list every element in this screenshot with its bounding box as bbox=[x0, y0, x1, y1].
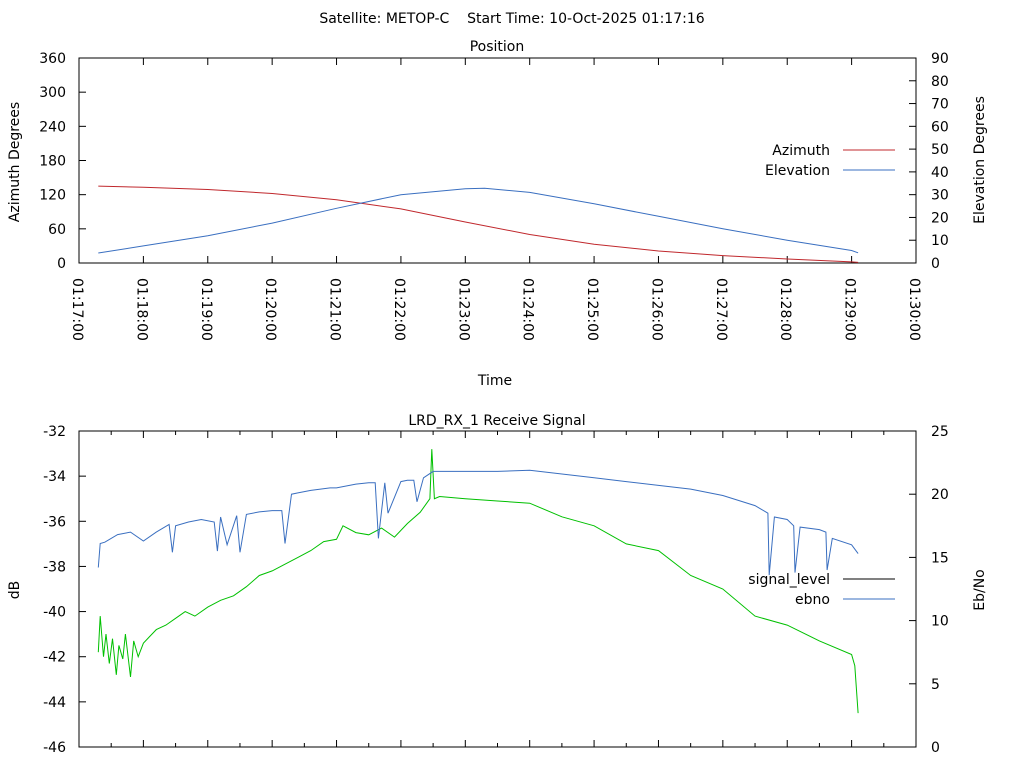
y2-tick-label: 40 bbox=[931, 165, 949, 181]
x-tick-label: 01:18:00 bbox=[133, 278, 149, 341]
plot-frame bbox=[78, 430, 917, 748]
x-tick-label: 01:19:00 bbox=[198, 278, 214, 341]
y2-tick-label: 60 bbox=[931, 119, 949, 135]
y2-tick-label: 20 bbox=[931, 487, 949, 503]
y-tick-label: 60 bbox=[48, 222, 66, 238]
y2-tick-label: 0 bbox=[931, 740, 940, 756]
y-tick-label: -40 bbox=[43, 605, 66, 621]
figure-title: Satellite: METOP-C Start Time: 10-Oct-20… bbox=[319, 11, 704, 27]
position-chart: Position Time Azimuth Degrees Elevation … bbox=[7, 39, 988, 389]
x-tick-label: 01:28:00 bbox=[777, 278, 793, 341]
signal-chart: LRD_RX_1 Receive Signal dB Eb/No -46 -44 -… bbox=[7, 413, 988, 756]
y2-tick-label: 10 bbox=[931, 614, 949, 630]
x-tick-label: 01:20:00 bbox=[262, 278, 278, 341]
y2-tick-label: 50 bbox=[931, 142, 949, 158]
position-y2-axis-label: Elevation Degrees bbox=[972, 96, 988, 224]
signal-y-axis-label: dB bbox=[7, 581, 23, 600]
legend-label: Azimuth bbox=[772, 143, 830, 159]
y-tick-label: -42 bbox=[43, 650, 66, 666]
series-line-elevation bbox=[98, 187, 859, 254]
y2-tick-label: 20 bbox=[931, 210, 949, 226]
y-tick-label: -36 bbox=[43, 514, 66, 530]
legend-label: signal_level bbox=[748, 572, 830, 588]
legend-label: ebno bbox=[795, 592, 830, 608]
y2-tick-label: 90 bbox=[931, 51, 949, 67]
legend-label: Elevation bbox=[765, 163, 830, 179]
x-tick-label: 01:23:00 bbox=[455, 278, 471, 341]
x-tick-label: 01:25:00 bbox=[584, 278, 600, 341]
series-line-azimuth bbox=[98, 185, 859, 263]
position-x-axis-label: Time bbox=[477, 373, 512, 389]
y-tick-label: 360 bbox=[39, 51, 66, 67]
signal-chart-title: LRD_RX_1 Receive Signal bbox=[408, 413, 585, 429]
y2-tick-label: 70 bbox=[931, 97, 949, 113]
y-tick-label: 0 bbox=[57, 256, 66, 272]
x-tick-label: 01:17:00 bbox=[69, 278, 85, 341]
x-tick-label: 01:21:00 bbox=[327, 278, 343, 341]
y2-tick-label: 30 bbox=[931, 188, 949, 204]
x-tick-label: 01:22:00 bbox=[391, 278, 407, 341]
y2-tick-label: 25 bbox=[931, 424, 949, 440]
position-chart-title: Position bbox=[470, 39, 525, 55]
x-tick-label: 01:26:00 bbox=[648, 278, 664, 341]
x-tick-label: 01:24:00 bbox=[520, 278, 536, 341]
y-tick-label: 240 bbox=[39, 119, 66, 135]
y2-tick-label: 15 bbox=[931, 550, 949, 566]
y-tick-label: 300 bbox=[39, 85, 66, 101]
x-tick-label: 01:30:00 bbox=[906, 278, 922, 341]
position-y-axis-label: Azimuth Degrees bbox=[7, 102, 23, 222]
y-tick-label: -32 bbox=[43, 424, 66, 440]
y-tick-label: -38 bbox=[43, 559, 66, 575]
y-tick-label: 120 bbox=[39, 188, 66, 204]
series-line-signal-level bbox=[97, 449, 859, 714]
y-tick-label: 180 bbox=[39, 154, 66, 170]
y2-tick-label: 10 bbox=[931, 233, 949, 249]
y-tick-label: -44 bbox=[43, 695, 66, 711]
y2-tick-label: 80 bbox=[931, 74, 949, 90]
y-tick-label: -46 bbox=[43, 740, 66, 756]
x-tick-label: 01:29:00 bbox=[842, 278, 858, 341]
plot-frame bbox=[78, 57, 917, 264]
x-tick-label: 01:27:00 bbox=[713, 278, 729, 341]
series-line-ebno bbox=[97, 469, 859, 576]
signal-y2-axis-label: Eb/No bbox=[972, 569, 988, 611]
y-tick-label: -34 bbox=[43, 469, 66, 485]
y2-tick-label: 0 bbox=[931, 256, 940, 272]
y2-tick-label: 5 bbox=[931, 677, 940, 693]
